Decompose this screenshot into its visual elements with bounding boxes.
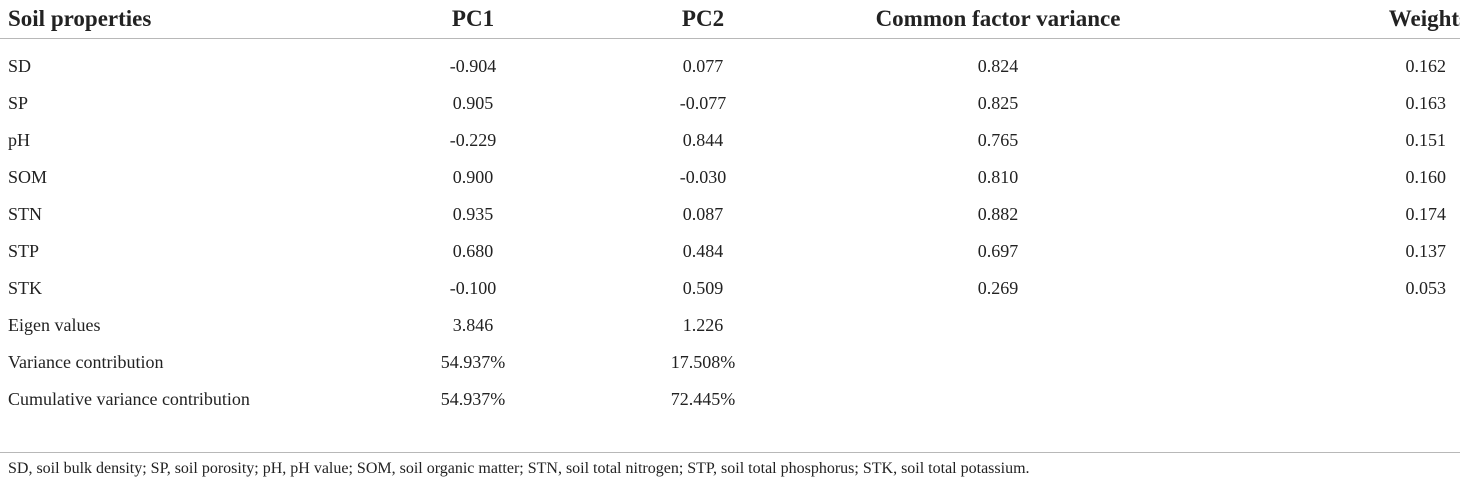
table-row: STP 0.680 0.484 0.697 0.137 bbox=[0, 233, 1460, 270]
row-label: Eigen values bbox=[8, 315, 101, 335]
common-factor-variance-cell: 0.269 bbox=[977, 278, 1019, 298]
pc2-cell: 0.077 bbox=[682, 56, 724, 76]
pca-results-table: Soil properties PC1 PC2 Common factor va… bbox=[0, 0, 1460, 422]
header-common-factor-variance: Common factor variance bbox=[818, 0, 1178, 39]
header-pc1: PC1 bbox=[358, 0, 588, 39]
row-label: STN bbox=[8, 204, 43, 224]
common-factor-variance-cell: 0.765 bbox=[977, 130, 1019, 150]
row-label: STK bbox=[8, 278, 43, 298]
weights-cell: 0.174 bbox=[1405, 204, 1447, 224]
common-factor-variance-cell: 0.882 bbox=[977, 204, 1019, 224]
pc2-cell: -0.030 bbox=[679, 167, 727, 187]
pc1-cell: 54.937% bbox=[440, 389, 506, 409]
common-factor-variance-cell: 0.825 bbox=[977, 93, 1019, 113]
table-row: pH -0.229 0.844 0.765 0.151 bbox=[0, 122, 1460, 159]
table-row: SOM 0.900 -0.030 0.810 0.160 bbox=[0, 159, 1460, 196]
weights-cell bbox=[1178, 381, 1460, 421]
weights-cell: 0.160 bbox=[1405, 167, 1447, 187]
common-factor-variance-cell bbox=[818, 307, 1178, 344]
table-row: Variance contribution 54.937% 17.508% bbox=[0, 344, 1460, 381]
pc2-cell: -0.077 bbox=[679, 93, 727, 113]
table-row: Cumulative variance contribution 54.937%… bbox=[0, 381, 1460, 421]
row-label: Variance contribution bbox=[8, 352, 164, 372]
weights-cell bbox=[1178, 344, 1460, 381]
pc1-cell: -0.229 bbox=[449, 130, 497, 150]
table-footnote: SD, soil bulk density; SP, soil porosity… bbox=[8, 452, 1452, 478]
row-label: SD bbox=[8, 56, 32, 76]
pc1-cell: 0.680 bbox=[452, 241, 494, 261]
pc1-cell: 54.937% bbox=[440, 352, 506, 372]
common-factor-variance-cell bbox=[818, 344, 1178, 381]
common-factor-variance-cell bbox=[818, 381, 1178, 421]
pc1-cell: 0.905 bbox=[452, 93, 494, 113]
row-label: pH bbox=[8, 130, 30, 150]
pc2-cell: 17.508% bbox=[670, 352, 736, 372]
pc2-cell: 72.445% bbox=[670, 389, 736, 409]
weights-cell: 0.163 bbox=[1405, 93, 1447, 113]
weights-cell: 0.151 bbox=[1405, 130, 1447, 150]
header-row: Soil properties PC1 PC2 Common factor va… bbox=[0, 0, 1460, 39]
pc2-cell: 1.226 bbox=[682, 315, 724, 335]
table-header: Soil properties PC1 PC2 Common factor va… bbox=[0, 0, 1460, 39]
header-weights: Weights bbox=[1178, 0, 1460, 39]
pc1-cell: 0.935 bbox=[452, 204, 494, 224]
header-soil-properties: Soil properties bbox=[0, 0, 358, 39]
common-factor-variance-cell: 0.810 bbox=[977, 167, 1019, 187]
weights-cell: 0.162 bbox=[1405, 56, 1447, 76]
header-pc2: PC2 bbox=[588, 0, 818, 39]
common-factor-variance-cell: 0.824 bbox=[977, 56, 1019, 76]
pc1-cell: 0.900 bbox=[452, 167, 494, 187]
weights-cell bbox=[1178, 307, 1460, 344]
pc1-cell: 3.846 bbox=[452, 315, 494, 335]
row-label: SOM bbox=[8, 167, 48, 187]
table-body: SD -0.904 0.077 0.824 0.162 SP 0.905 -0.… bbox=[0, 39, 1460, 422]
row-label: STP bbox=[8, 241, 40, 261]
pc1-cell: -0.100 bbox=[449, 278, 497, 298]
row-label: Cumulative variance contribution bbox=[8, 389, 250, 409]
table-row: STN 0.935 0.087 0.882 0.174 bbox=[0, 196, 1460, 233]
pc2-cell: 0.509 bbox=[682, 278, 724, 298]
table-row: SD -0.904 0.077 0.824 0.162 bbox=[0, 39, 1460, 86]
pc1-cell: -0.904 bbox=[449, 56, 497, 76]
weights-cell: 0.137 bbox=[1405, 241, 1447, 261]
table-row: SP 0.905 -0.077 0.825 0.163 bbox=[0, 85, 1460, 122]
pca-table-container: Soil properties PC1 PC2 Common factor va… bbox=[0, 0, 1460, 422]
row-label: SP bbox=[8, 93, 29, 113]
common-factor-variance-cell: 0.697 bbox=[977, 241, 1019, 261]
weights-cell: 0.053 bbox=[1405, 278, 1447, 298]
table-row: STK -0.100 0.509 0.269 0.053 bbox=[0, 270, 1460, 307]
pc2-cell: 0.484 bbox=[682, 241, 724, 261]
pc2-cell: 0.844 bbox=[682, 130, 724, 150]
table-row: Eigen values 3.846 1.226 bbox=[0, 307, 1460, 344]
pc2-cell: 0.087 bbox=[682, 204, 724, 224]
